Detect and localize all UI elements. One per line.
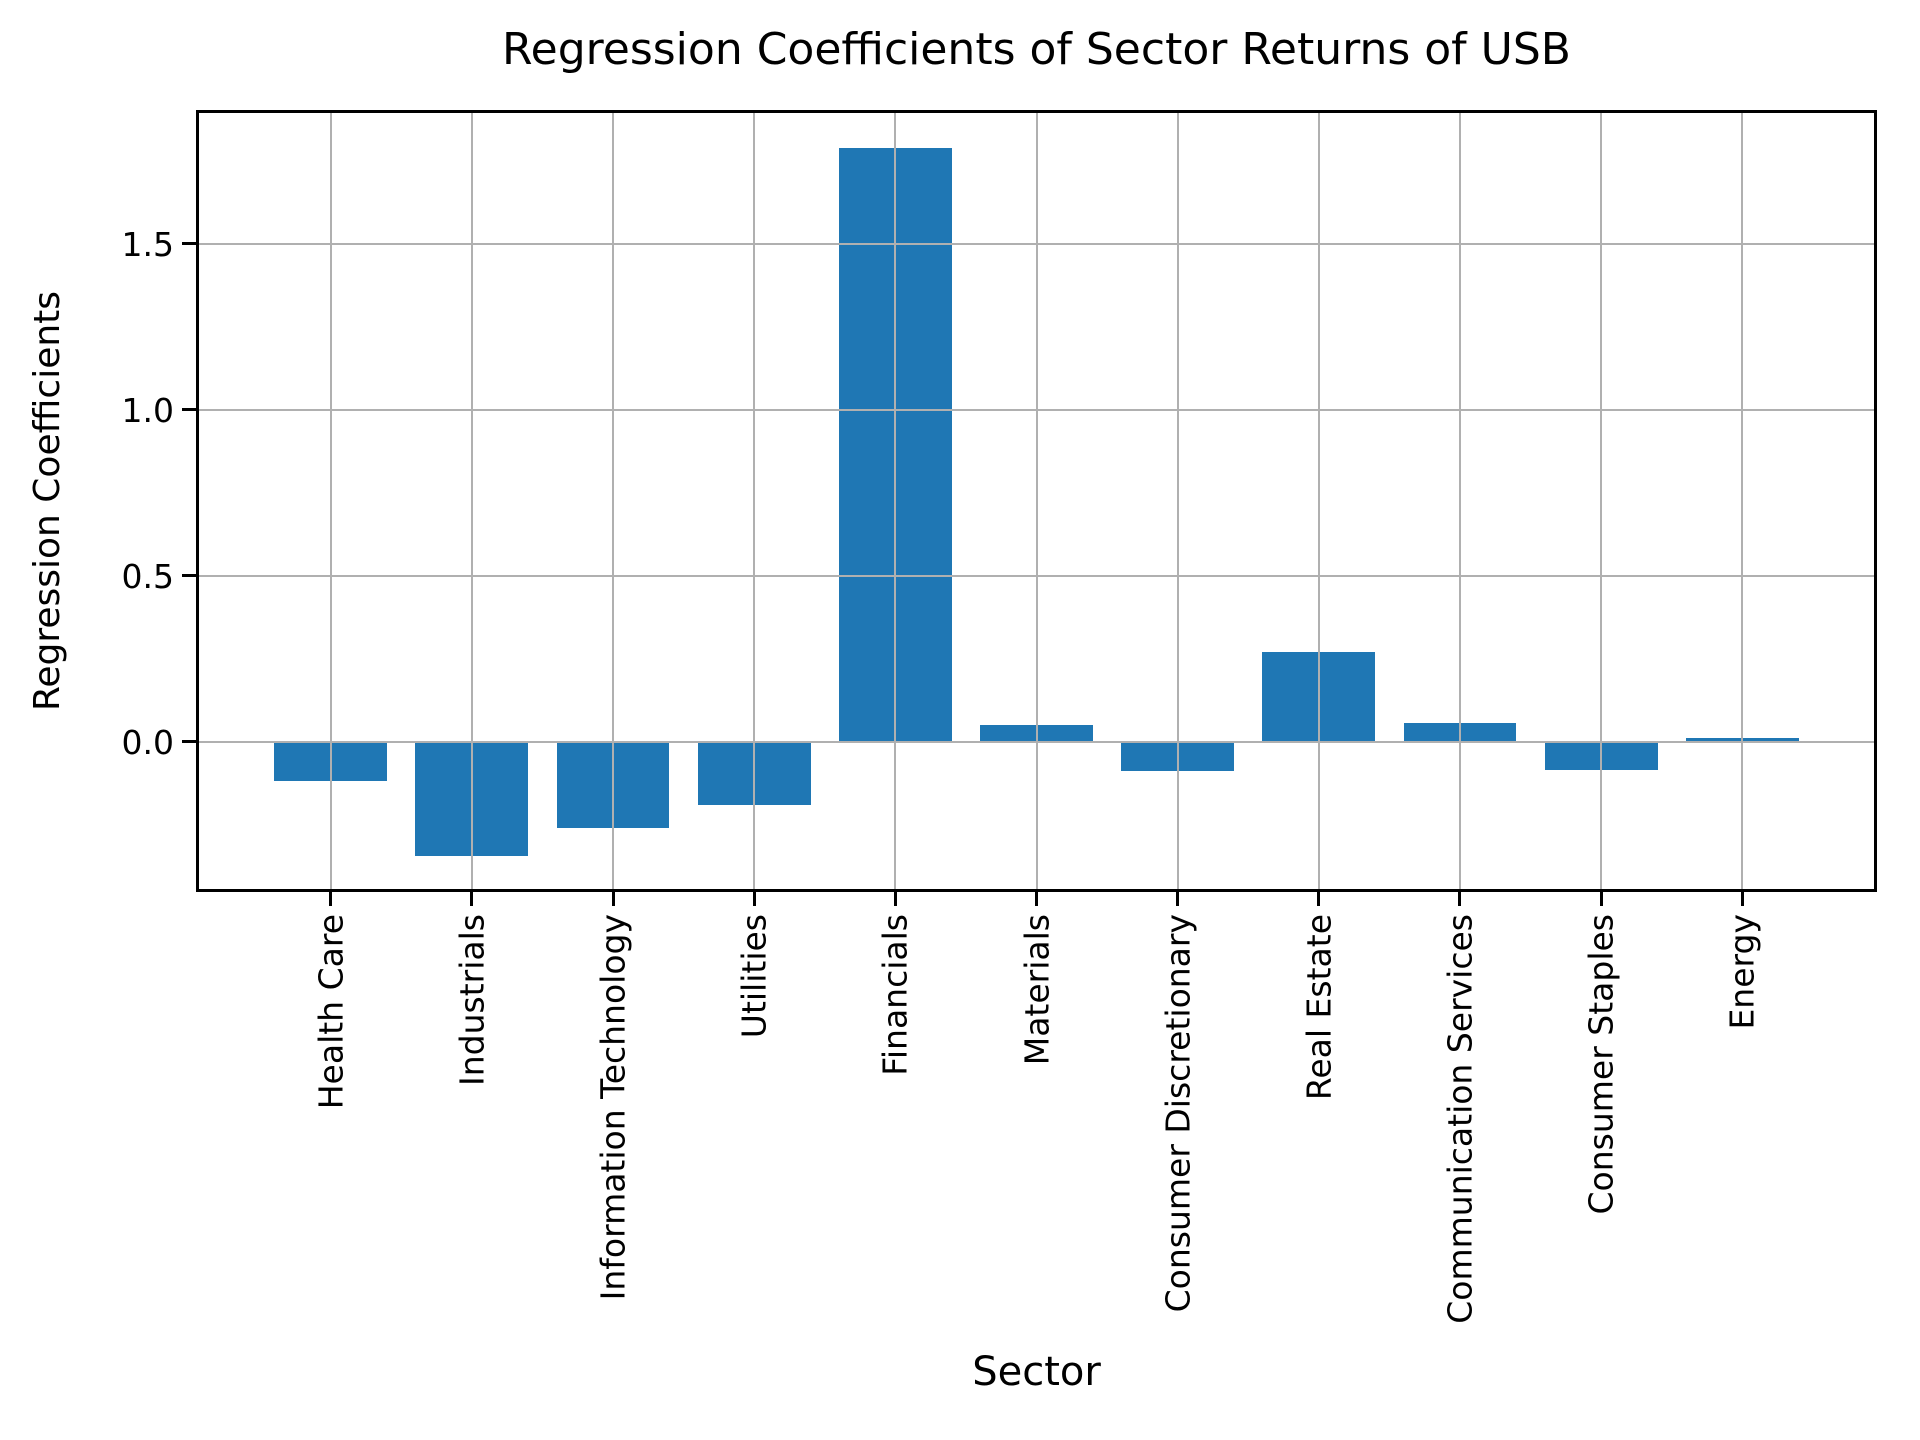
x-tick-mark bbox=[470, 890, 474, 906]
x-tick-mark bbox=[1035, 890, 1038, 906]
gridline-vertical bbox=[1176, 112, 1179, 890]
x-tick-mark bbox=[1599, 890, 1603, 906]
gridline-vertical bbox=[894, 112, 897, 890]
gridline-vertical bbox=[612, 112, 614, 890]
gridline-vertical bbox=[329, 112, 332, 890]
y-tick-mark bbox=[182, 242, 198, 246]
x-tick-label: Health Care bbox=[311, 914, 351, 1110]
x-tick-label: Financials bbox=[875, 914, 915, 1076]
x-axis-label: Sector bbox=[972, 1349, 1101, 1395]
y-tick-mark bbox=[182, 574, 198, 578]
x-tick-mark bbox=[752, 890, 756, 906]
gridline-vertical bbox=[1741, 112, 1744, 890]
y-tick-label: 0.0 bbox=[121, 722, 174, 762]
x-tick-label: Consumer Staples bbox=[1581, 914, 1621, 1215]
x-tick-mark bbox=[1458, 890, 1462, 906]
x-tick-label: Industrials bbox=[452, 914, 492, 1086]
x-tick-label: Information Technology bbox=[593, 914, 633, 1301]
gridline-vertical bbox=[470, 112, 473, 890]
y-axis-label: Regression Coefficients bbox=[27, 290, 68, 712]
y-tick-label: 0.5 bbox=[121, 556, 174, 596]
gridline-vertical bbox=[1600, 112, 1603, 890]
x-tick-label: Real Estate bbox=[1299, 914, 1339, 1101]
x-tick-label: Utilities bbox=[734, 914, 774, 1039]
x-tick-label: Materials bbox=[1017, 914, 1056, 1066]
y-tick-label: 1.5 bbox=[121, 224, 174, 264]
x-tick-mark bbox=[1740, 890, 1744, 906]
x-tick-mark bbox=[1176, 890, 1180, 906]
y-tick-mark bbox=[182, 408, 198, 412]
x-tick-label: Communication Services bbox=[1440, 914, 1480, 1324]
x-tick-mark bbox=[329, 890, 333, 906]
gridline-vertical bbox=[1317, 112, 1320, 890]
y-tick-mark bbox=[182, 740, 198, 744]
gridline-vertical bbox=[1458, 112, 1461, 890]
x-tick-mark bbox=[1317, 890, 1321, 906]
chart-title: Regression Coefficients of Sector Return… bbox=[502, 24, 1571, 75]
y-tick-label: 1.0 bbox=[121, 390, 174, 430]
gridline-vertical bbox=[753, 112, 756, 890]
x-tick-mark bbox=[893, 890, 897, 906]
x-tick-mark bbox=[611, 890, 615, 906]
x-tick-label: Energy bbox=[1722, 914, 1762, 1030]
gridline-vertical bbox=[1035, 112, 1038, 890]
x-tick-label: Consumer Discretionary bbox=[1158, 914, 1198, 1313]
